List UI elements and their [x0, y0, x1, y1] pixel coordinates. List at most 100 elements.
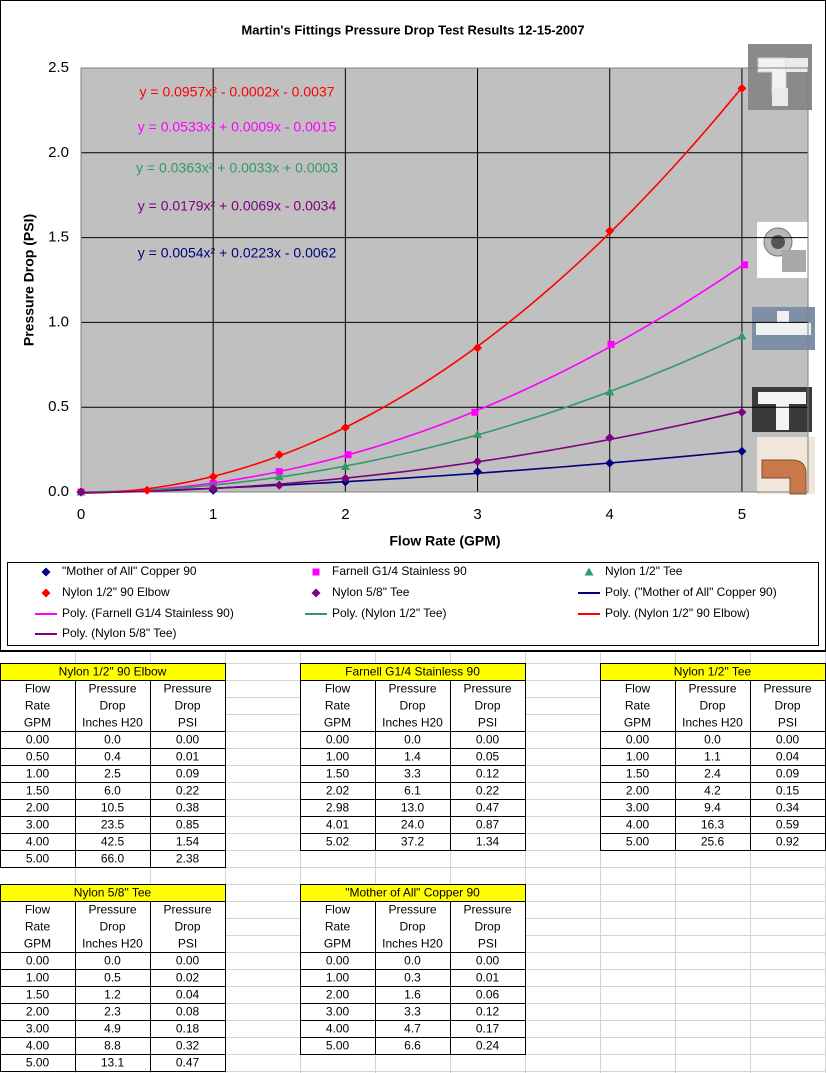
table-header: Drop [99, 699, 125, 713]
legend-marker [584, 567, 594, 576]
table-header: Pressure [88, 903, 136, 917]
table-header: Inches H20 [82, 937, 143, 951]
table-cell-text: 9.4 [704, 801, 721, 815]
table-cell-text: 0.17 [476, 1022, 500, 1036]
table-cell-text: 1.1 [704, 750, 721, 764]
table-cell [450, 833, 526, 851]
table-cell-text: 5.00 [26, 1056, 50, 1070]
marker [741, 261, 749, 269]
legend-label: Poly. (Nylon 1/2" Tee) [332, 606, 447, 620]
plot-border [80, 67, 809, 493]
table-cell-text: 1.6 [404, 988, 421, 1002]
table-header: Drop [399, 699, 425, 713]
table-cell-text: 4.9 [104, 1022, 121, 1036]
table-header: Drop [774, 699, 800, 713]
table-cell-text: 5.02 [326, 835, 350, 849]
table-cell-text: 0.12 [476, 1005, 500, 1019]
legend-marker [312, 568, 320, 576]
photo-stainless [757, 222, 812, 278]
marker [208, 472, 218, 482]
trendline-equation: y = 0.0054x² + 0.0223x - 0.0062 [138, 245, 337, 261]
table-header: Pressure [763, 682, 811, 696]
table-header: Inches H20 [382, 716, 443, 730]
table-cell-text: 0.01 [476, 971, 500, 985]
table-cell-text: 10.5 [101, 801, 125, 815]
trendline-equation: y = 0.0533x² + 0.0009x - 0.0015 [138, 119, 337, 135]
table-cell-text: 3.00 [26, 818, 50, 832]
table-cell-text: 0.01 [176, 750, 200, 764]
plot-area [81, 68, 808, 492]
x-tick-label: 2 [341, 506, 349, 523]
table-cell-text: 66.0 [101, 852, 125, 866]
table-cell-text: 4.01 [326, 818, 350, 832]
table-cell [150, 1054, 226, 1072]
table-header: Pressure [688, 682, 736, 696]
table-cell-text: 0.32 [176, 1039, 200, 1053]
table-header: Rate [625, 699, 651, 713]
table-cell-text: 8.8 [104, 1039, 121, 1053]
table-header: Drop [399, 920, 425, 934]
x-tick-label: 0 [77, 506, 85, 523]
table-cell-text: 0.15 [776, 784, 800, 798]
trendline [80, 410, 743, 494]
table-cell-text: 2.00 [26, 801, 50, 815]
table-cell-text: 0.08 [176, 1005, 200, 1019]
legend-label: "Mother of All" Copper 90 [62, 564, 197, 578]
y-tick-label: 0.0 [48, 483, 69, 500]
table-cell-text: 2.4 [704, 767, 721, 781]
table-cell-text: 0.47 [176, 1056, 200, 1070]
table-cell-text: 0.50 [26, 750, 50, 764]
table-header: Flow [325, 903, 351, 917]
table-cell-text: 3.00 [26, 1022, 50, 1036]
marker [737, 407, 747, 417]
table-cell-text: 0.00 [476, 954, 500, 968]
table-cell-text: 1.00 [26, 767, 50, 781]
marker [274, 480, 284, 490]
marker [208, 484, 218, 494]
table-cell-text: 13.1 [101, 1056, 125, 1070]
table-cell-text: 0.85 [176, 818, 200, 832]
table-cell-text: 0.92 [776, 835, 800, 849]
trendline [80, 263, 745, 494]
table-cell-text: 2.5 [104, 767, 121, 781]
table-header-block [300, 901, 526, 953]
marker [473, 343, 483, 353]
table-header: PSI [178, 937, 197, 951]
table-cell-text: 2.00 [326, 988, 350, 1002]
table-cell-text: 1.50 [26, 988, 50, 1002]
marker [473, 429, 483, 438]
photo-tee [752, 307, 815, 350]
table-cell-text: 0.5 [104, 971, 121, 985]
table-cell-text: 0.4 [104, 750, 121, 764]
table-header: Rate [25, 920, 51, 934]
table-cell-text: 2.98 [326, 801, 350, 815]
table-cell-text: 0.00 [26, 733, 50, 747]
table-cell-text: 0.38 [176, 801, 200, 815]
table-cell-text: 0.00 [476, 733, 500, 747]
marker [473, 467, 483, 477]
table-header: GPM [24, 937, 51, 951]
marker [340, 473, 350, 483]
marker [737, 83, 747, 93]
table-cell-text: 2.00 [626, 784, 650, 798]
y-axis-label: Pressure Drop (PSI) [21, 214, 37, 346]
table-cell-text: 0.12 [476, 767, 500, 781]
x-tick-label: 1 [209, 506, 217, 523]
table-cell-text: 6.6 [404, 1039, 421, 1053]
table-cell-text: 1.00 [326, 971, 350, 985]
table-cell-text: 16.3 [701, 818, 725, 832]
table-header: Rate [325, 920, 351, 934]
table-header: GPM [624, 716, 651, 730]
table-cell-text: 0.0 [404, 954, 421, 968]
x-axis-label: Flow Rate (GPM) [389, 533, 500, 549]
table-cell [150, 850, 226, 868]
trendline-equation: y = 0.0957x² - 0.0002x - 0.0037 [140, 84, 335, 100]
table-cell-text: 1.50 [626, 767, 650, 781]
marker [344, 451, 352, 459]
table-cell-text: 0.0 [104, 733, 121, 747]
marker [473, 456, 483, 466]
table-cell-text: 1.2 [104, 988, 121, 1002]
table-cell-text: 0.0 [704, 733, 721, 747]
table-cell-text: 2.38 [176, 852, 200, 866]
